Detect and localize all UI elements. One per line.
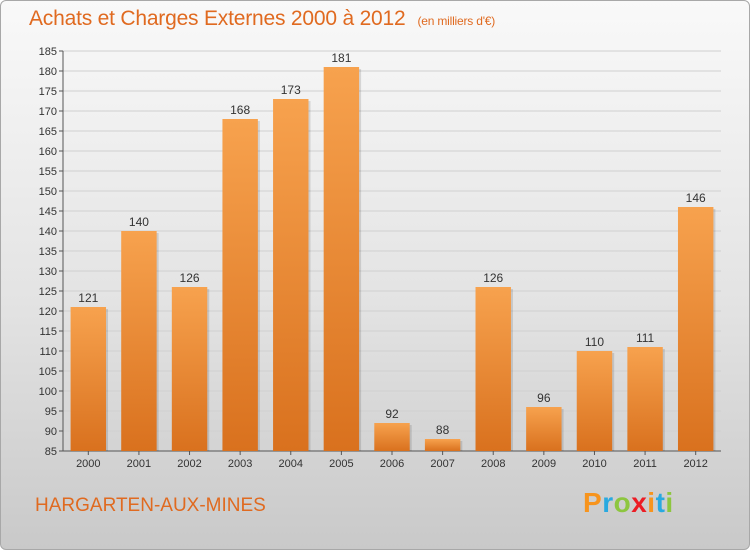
logo-letter: i (647, 487, 656, 518)
bar-value-label: 181 (331, 51, 351, 65)
bar (323, 67, 360, 451)
chart-title-text: Achats et Charges Externes 2000 à 2012 (29, 7, 406, 30)
y-tick-label: 180 (39, 66, 57, 78)
bar (627, 347, 663, 451)
y-tick-label: 100 (39, 386, 57, 398)
y-tick-label: 105 (39, 366, 57, 378)
bar (526, 407, 562, 451)
y-tick-label: 90 (45, 426, 57, 438)
y-tick-label: 175 (39, 86, 57, 98)
x-tick-label: 2001 (127, 458, 151, 470)
bar (171, 287, 208, 451)
x-tick-label: 2003 (228, 458, 252, 470)
bar-value-label: 121 (78, 291, 98, 305)
x-tick-label: 2010 (582, 458, 606, 470)
bar (273, 99, 309, 451)
chart-title: Achats et Charges Externes 2000 à 2012 (e… (29, 7, 495, 31)
logo-letter: P (583, 487, 603, 518)
axes: 85 90 95 100 105 110 115 120 125 130 135 140 145 150 1… (39, 46, 721, 470)
y-tick-label: 125 (39, 286, 57, 298)
y-tick-label: 155 (39, 166, 57, 178)
bar (677, 207, 714, 451)
bar-value-label: 126 (180, 271, 200, 285)
bar-value-label: 110 (585, 335, 604, 349)
x-tick-label: 2012 (683, 458, 707, 470)
x-tick-label: 2000 (76, 458, 100, 470)
logo-letter: t (655, 487, 666, 518)
bar-value-label: 88 (436, 423, 450, 437)
y-tick-label: 95 (45, 406, 57, 418)
proxiti-logo[interactable]: Proxiti (583, 487, 674, 519)
y-tick-label: 165 (39, 126, 57, 138)
y-tick-label: 160 (39, 146, 57, 158)
x-tick-label: 2006 (380, 458, 404, 470)
y-tick-label: 85 (45, 446, 57, 458)
y-tick-label: 120 (39, 306, 57, 318)
bar-value-label: 92 (385, 407, 399, 421)
bar (70, 307, 107, 451)
bar (121, 231, 157, 451)
x-tick-label: 2002 (177, 458, 201, 470)
x-tick-label: 2005 (329, 458, 353, 470)
logo-letter: x (631, 487, 648, 518)
bar (374, 423, 410, 451)
bar (424, 439, 461, 451)
y-tick-label: 185 (39, 46, 57, 58)
y-tick-label: 150 (39, 186, 57, 198)
y-tick-label: 135 (39, 246, 57, 258)
logo-letter: i (665, 487, 674, 518)
y-tick-label: 110 (39, 346, 57, 358)
x-tick-label: 2007 (430, 458, 454, 470)
bar-value-label: 146 (686, 191, 706, 205)
bar (222, 119, 258, 451)
bar-value-label: 168 (230, 103, 250, 117)
y-tick-label: 130 (39, 266, 57, 278)
bar-value-label: 111 (636, 331, 655, 345)
bar (576, 351, 613, 451)
y-tick-label: 115 (39, 326, 57, 338)
x-tick-label: 2009 (532, 458, 556, 470)
y-tick-label: 140 (39, 226, 57, 238)
x-tick-label: 2008 (481, 458, 505, 470)
bar (475, 287, 511, 451)
bars: 121 140 126 168 173 181 92 88 126 96 110 111 146 (70, 51, 716, 451)
bar-value-label: 96 (537, 391, 551, 405)
bar-value-label: 126 (483, 271, 503, 285)
grid-lines (63, 50, 721, 452)
logo-letter: o (613, 487, 632, 518)
y-tick-label: 170 (39, 106, 57, 118)
logo-letter: r (602, 487, 614, 518)
commune-name: HARGARTEN-AUX-MINES (35, 495, 266, 516)
chart-title-unit: (en milliers d'€) (417, 14, 496, 28)
bar-value-label: 140 (129, 215, 149, 229)
bar-value-label: 173 (281, 83, 301, 97)
y-tick-label: 145 (39, 206, 57, 218)
x-tick-label: 2004 (279, 458, 303, 470)
x-tick-label: 2011 (633, 458, 657, 470)
